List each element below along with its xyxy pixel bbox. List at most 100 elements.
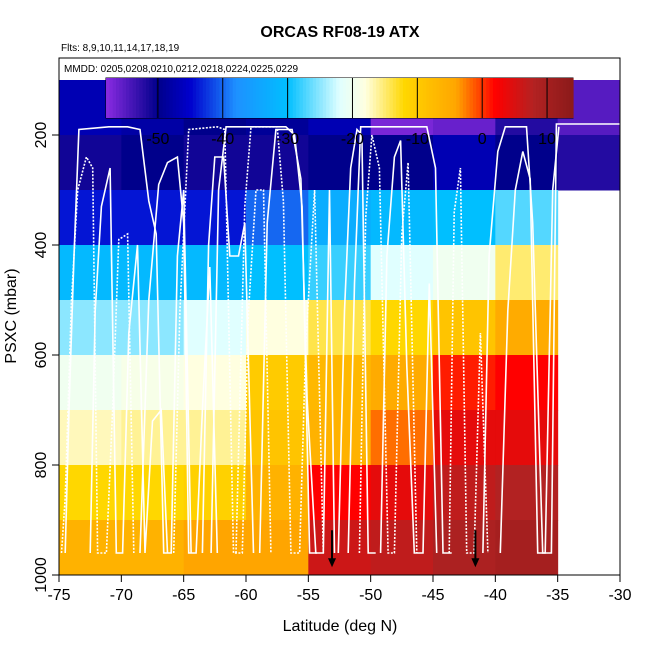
colorbar-segment: [506, 78, 511, 118]
heatmap-cell: [246, 355, 309, 411]
colorbar-segment: [232, 78, 237, 118]
colorbar-segment: [132, 78, 137, 118]
colorbar-segment: [269, 78, 274, 118]
colorbar-segment: [172, 78, 177, 118]
colorbar-segment: [359, 78, 364, 118]
colorbar-segment: [472, 78, 477, 118]
colorbar-segment: [536, 78, 541, 118]
flight-tracks: [60, 123, 620, 554]
colorbar-segment: [379, 78, 384, 118]
colorbar-segment: [509, 78, 514, 118]
colorbar-segment: [352, 78, 357, 118]
colorbar-segment: [302, 78, 307, 118]
colorbar-segment: [206, 78, 211, 118]
colorbar-segment: [372, 78, 377, 118]
colorbar-segment: [319, 78, 324, 118]
colorbar-segment: [152, 78, 157, 118]
colorbar-segment: [419, 78, 424, 118]
heatmap-cell: [121, 135, 185, 191]
colorbar-segment: [532, 78, 537, 118]
colorbar-segment: [569, 78, 574, 118]
heatmap-cell: [246, 465, 309, 521]
colorbar-segment: [519, 78, 524, 118]
colorbar-segment: [549, 78, 554, 118]
heatmap-cell: [246, 190, 309, 246]
flight-track: [258, 128, 336, 554]
heatmap-cell: [308, 245, 372, 301]
x-tick-label: -75: [47, 587, 70, 604]
heatmap-cell: [183, 190, 247, 246]
colorbar-segment: [566, 78, 571, 118]
colorbar-segment: [456, 78, 461, 118]
colorbar-segment: [256, 78, 261, 118]
colorbar-segment: [366, 78, 371, 118]
heatmap-cell: [246, 245, 309, 301]
heatmap-cell: [370, 245, 434, 301]
heatmap-cell: [495, 135, 559, 191]
colorbar-segment: [349, 78, 354, 118]
colorbar-segment: [326, 78, 331, 118]
colorbar-segment: [469, 78, 474, 118]
colorbar-segment: [322, 78, 327, 118]
colorbar-segment: [239, 78, 244, 118]
colorbar-segment: [282, 78, 287, 118]
colorbar-segment: [369, 78, 374, 118]
colorbar-segment: [119, 78, 124, 118]
heatmap-cell: [59, 135, 122, 191]
flight-track: [379, 140, 438, 554]
colorbar-segment: [492, 78, 497, 118]
colorbar-segment: [346, 78, 351, 118]
colorbar-segment: [129, 78, 134, 118]
colorbar-segment: [329, 78, 334, 118]
colorbar-segment: [159, 78, 164, 118]
chart-title: ORCAS RF08-19 ATX: [260, 24, 419, 41]
colorbar-segment: [306, 78, 311, 118]
heatmap-cell: [433, 245, 496, 301]
colorbar-segment: [252, 78, 257, 118]
flight-track: [358, 134, 418, 554]
colorbar-segment: [362, 78, 367, 118]
colorbar-segment: [356, 78, 361, 118]
flights-subtitle: Flts: 8,9,10,11,14,17,18,19: [61, 43, 180, 54]
colorbar-segment: [262, 78, 267, 118]
heatmap-cell: [370, 355, 434, 411]
colorbar-segment: [522, 78, 527, 118]
colorbar-segment: [466, 78, 471, 118]
colorbar-segment: [179, 78, 184, 118]
x-tick-label: -60: [234, 587, 257, 604]
colorbar-segment: [236, 78, 241, 118]
colorbar-segment: [182, 78, 187, 118]
heatmap-cell: [246, 520, 309, 576]
colorbar-segment: [429, 78, 434, 118]
down-arrow-marker: [471, 530, 480, 568]
colorbar-segment: [266, 78, 271, 118]
colorbar-segment: [116, 78, 120, 118]
colorbar-segment: [136, 78, 140, 118]
heatmap-cell: [433, 135, 496, 191]
flight-track: [89, 167, 169, 554]
colorbar-segment: [299, 78, 304, 118]
heatmap-cell: [370, 300, 434, 356]
colorbar-segment: [496, 78, 501, 118]
x-tick-label: -55: [297, 587, 320, 604]
x-tick-label: -45: [421, 587, 444, 604]
y-tick-label: 200: [33, 122, 50, 149]
colorbar-segment: [489, 78, 494, 118]
colorbar-segment: [209, 78, 214, 118]
flight-track: [60, 154, 135, 554]
x-tick-label: -35: [546, 587, 569, 604]
colorbar-segment: [436, 78, 441, 118]
heatmap-cell: [59, 190, 122, 246]
colorbar-segment: [106, 78, 110, 118]
colorbar-segment: [226, 78, 231, 118]
heatmap-cell: [433, 300, 496, 356]
y-axis-label: PSXC (mbar): [3, 268, 20, 363]
colorbar-segment: [502, 78, 507, 118]
colorbar-segment: [312, 78, 317, 118]
colorbar-segment: [189, 78, 194, 118]
colorbar-segment: [109, 78, 114, 118]
colorbar-segment: [389, 78, 394, 118]
colorbar-segment: [439, 78, 444, 118]
colorbar-segment: [376, 78, 381, 118]
flight-track: [337, 127, 376, 554]
